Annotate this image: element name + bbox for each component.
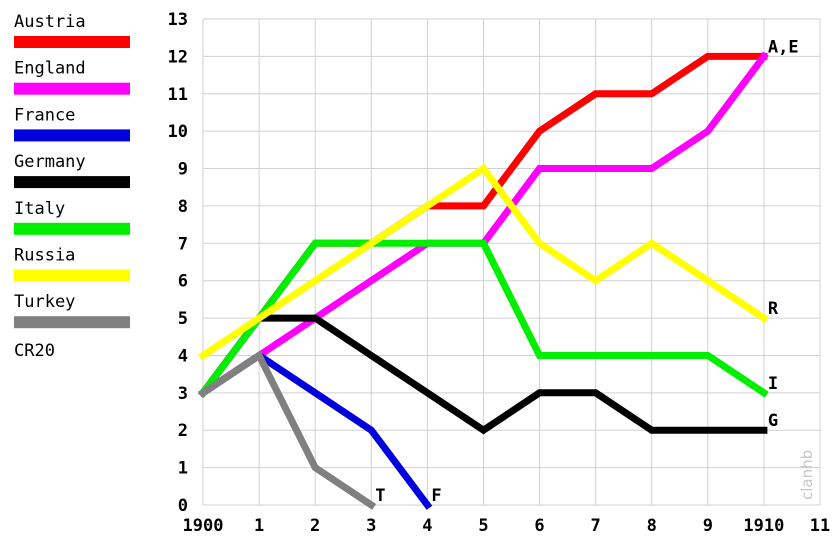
series-end-label: A,E bbox=[768, 37, 799, 57]
legend-footer: CR20 bbox=[14, 341, 55, 361]
x-tick-label: 9 bbox=[703, 516, 713, 536]
series-end-labels: A,E R IG T F bbox=[375, 37, 798, 506]
x-tick-label: 7 bbox=[591, 516, 601, 536]
legend-swatch bbox=[14, 129, 130, 142]
y-tick-label: 12 bbox=[168, 47, 188, 67]
y-tick-label: 6 bbox=[178, 272, 188, 292]
series-line bbox=[198, 350, 377, 510]
x-tick-label: 1910 bbox=[743, 516, 784, 536]
legend-label: Turkey bbox=[14, 292, 75, 312]
legend-swatch bbox=[14, 176, 130, 189]
series-end-label: F bbox=[431, 486, 441, 506]
y-tick-label: 13 bbox=[168, 10, 188, 30]
y-tick-label: 4 bbox=[178, 346, 188, 366]
x-tick-label: 1900 bbox=[183, 516, 224, 536]
legend: Austria England France Germany Italy Russia Tu… bbox=[14, 12, 130, 329]
series-line bbox=[198, 163, 769, 361]
watermark-text: clanhb bbox=[798, 450, 816, 500]
x-axis-ticks: 1900 1 2 3 4 5 6 7 8 9 1910 11 bbox=[183, 516, 831, 536]
legend-label: Italy bbox=[14, 199, 65, 219]
legend-swatch bbox=[14, 269, 130, 282]
series-lines bbox=[198, 51, 769, 510]
y-tick-label: 5 bbox=[178, 309, 188, 329]
x-tick-label: 3 bbox=[366, 516, 376, 536]
y-tick-label: 7 bbox=[178, 234, 188, 254]
y-tick-label: 10 bbox=[168, 122, 188, 142]
chart-grid bbox=[202, 18, 821, 506]
series-end-label: T bbox=[375, 486, 385, 506]
legend-swatch bbox=[14, 222, 130, 235]
x-tick-label: 6 bbox=[534, 516, 544, 536]
series-end-label: G bbox=[768, 411, 778, 431]
series-end-label: I bbox=[768, 374, 778, 394]
legend-label: Russia bbox=[14, 246, 75, 266]
y-tick-label: 2 bbox=[178, 421, 188, 441]
legend-swatch bbox=[14, 316, 130, 329]
x-tick-label: 2 bbox=[310, 516, 320, 536]
y-tick-label: 3 bbox=[178, 384, 188, 404]
series-line bbox=[198, 239, 769, 398]
y-tick-label: 0 bbox=[178, 496, 188, 516]
legend-swatch bbox=[14, 36, 130, 48]
legend-label: England bbox=[14, 59, 86, 79]
x-tick-label: 4 bbox=[422, 516, 432, 536]
legend-label: Germany bbox=[14, 152, 86, 172]
y-tick-label: 9 bbox=[178, 160, 188, 180]
x-tick-label: 8 bbox=[647, 516, 657, 536]
y-tick-label: 8 bbox=[178, 197, 188, 217]
x-tick-label: 1 bbox=[254, 516, 264, 536]
y-tick-label: 1 bbox=[178, 459, 188, 479]
x-tick-label: 11 bbox=[810, 516, 830, 536]
legend-swatch bbox=[14, 82, 130, 95]
x-tick-label: 5 bbox=[478, 516, 488, 536]
legend-label: France bbox=[14, 105, 75, 125]
legend-label: Austria bbox=[14, 12, 86, 32]
series-end-label: R bbox=[768, 299, 779, 319]
y-tick-label: 11 bbox=[168, 85, 188, 105]
series-line bbox=[198, 314, 768, 435]
